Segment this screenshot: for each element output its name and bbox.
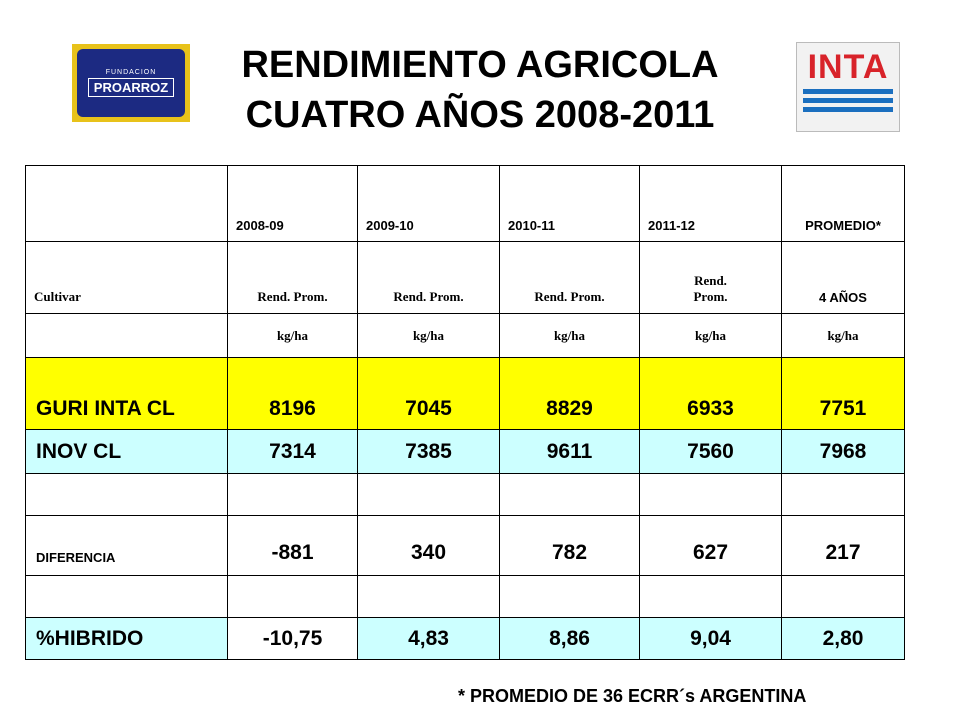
table-row-hibrido: %HIBRIDO -10,75 4,83 8,86 9,04 2,80 [25, 617, 905, 660]
table-cell: 2008-09 [227, 165, 358, 242]
table-cell [25, 473, 228, 516]
table-row-inov: INOV CL 7314 7385 9611 7560 7968 [25, 429, 905, 474]
table-cell: 782 [499, 515, 640, 576]
table-cell: 4,83 [357, 617, 500, 660]
table-cell: Rend. Prom. [227, 241, 358, 314]
table-cell [25, 313, 228, 358]
table-cell: 340 [357, 515, 500, 576]
table-cell: 8829 [499, 357, 640, 430]
table-cell: 627 [639, 515, 782, 576]
table-cell [781, 575, 905, 618]
table-cell: 7385 [357, 429, 500, 474]
table-cell [25, 575, 228, 618]
table-cell: Rend. Prom. [357, 241, 500, 314]
title-line-1: RENDIMIENTO AGRICOLA [241, 44, 719, 86]
table-cell: 7045 [357, 357, 500, 430]
table-cell: 8196 [227, 357, 358, 430]
table-cell [499, 473, 640, 516]
table-cell: kg/ha [781, 313, 905, 358]
table-cell: 9611 [499, 429, 640, 474]
table-cell [357, 473, 500, 516]
table-cell: 7560 [639, 429, 782, 474]
table-cell: 7314 [227, 429, 358, 474]
table-cell: -881 [227, 515, 358, 576]
table-cell: 9,04 [639, 617, 782, 660]
table-cell: kg/ha [639, 313, 782, 358]
proarroz-logo: FUNDACION PROARROZ [72, 44, 190, 122]
title-line-2: CUATRO AÑOS 2008-2011 [245, 94, 715, 136]
table-cell [227, 575, 358, 618]
table-cell [781, 473, 905, 516]
table-cell: 217 [781, 515, 905, 576]
inta-logo-stripes [803, 89, 893, 112]
table-cell: 2,80 [781, 617, 905, 660]
table-cell [25, 165, 228, 242]
table-cell: GURI INTA CL [25, 357, 228, 430]
table-cell: %HIBRIDO [25, 617, 228, 660]
table-cell [639, 473, 782, 516]
table-cell: 2009-10 [357, 165, 500, 242]
table-cell [499, 575, 640, 618]
table-cell [227, 473, 358, 516]
table-cell: 2010-11 [499, 165, 640, 242]
table-cell: INOV CL [25, 429, 228, 474]
table-row-empty [25, 473, 905, 516]
table-cell: 7751 [781, 357, 905, 430]
table-cell: Rend. Prom. [499, 241, 640, 314]
table-row-rend: Cultivar Rend. Prom. Rend. Prom. Rend. P… [25, 241, 905, 314]
table-cell: 8,86 [499, 617, 640, 660]
table-row-units: kg/ha kg/ha kg/ha kg/ha kg/ha [25, 313, 905, 358]
table-row-empty [25, 575, 905, 618]
logo-small-text: FUNDACION [105, 69, 157, 76]
table-cell: DIFERENCIA [25, 515, 228, 576]
table-cell: 2011-12 [639, 165, 782, 242]
inta-logo-text: INTA [807, 48, 889, 86]
table-cell: 6933 [639, 357, 782, 430]
table-row-years: 2008-09 2009-10 2010-11 2011-12 PROMEDIO… [25, 165, 905, 242]
table-cell: Cultivar [25, 241, 228, 314]
table-cell: kg/ha [357, 313, 500, 358]
table-cell: kg/ha [227, 313, 358, 358]
table-cell: PROMEDIO* [781, 165, 905, 242]
table-cell: kg/ha [499, 313, 640, 358]
table-cell: 4 AÑOS [781, 241, 905, 314]
table-cell [639, 575, 782, 618]
footnote: * PROMEDIO DE 36 ECRR´s ARGENTINA [458, 686, 807, 706]
table-cell [357, 575, 500, 618]
page-title: RENDIMIENTO AGRICOLA CUATRO AÑOS 2008-20… [200, 40, 760, 140]
table-cell: 7968 [781, 429, 905, 474]
logo-big-text: PROARROZ [87, 78, 175, 97]
table-row-diferencia: DIFERENCIA -881 340 782 627 217 [25, 515, 905, 576]
inta-logo: INTA [796, 42, 900, 132]
yield-table: 2008-09 2009-10 2010-11 2011-12 PROMEDIO… [25, 165, 905, 660]
table-row-guri: GURI INTA CL 8196 7045 8829 6933 7751 [25, 357, 905, 430]
table-cell: Rend. Prom. [639, 241, 782, 314]
table-cell: -10,75 [227, 617, 358, 660]
